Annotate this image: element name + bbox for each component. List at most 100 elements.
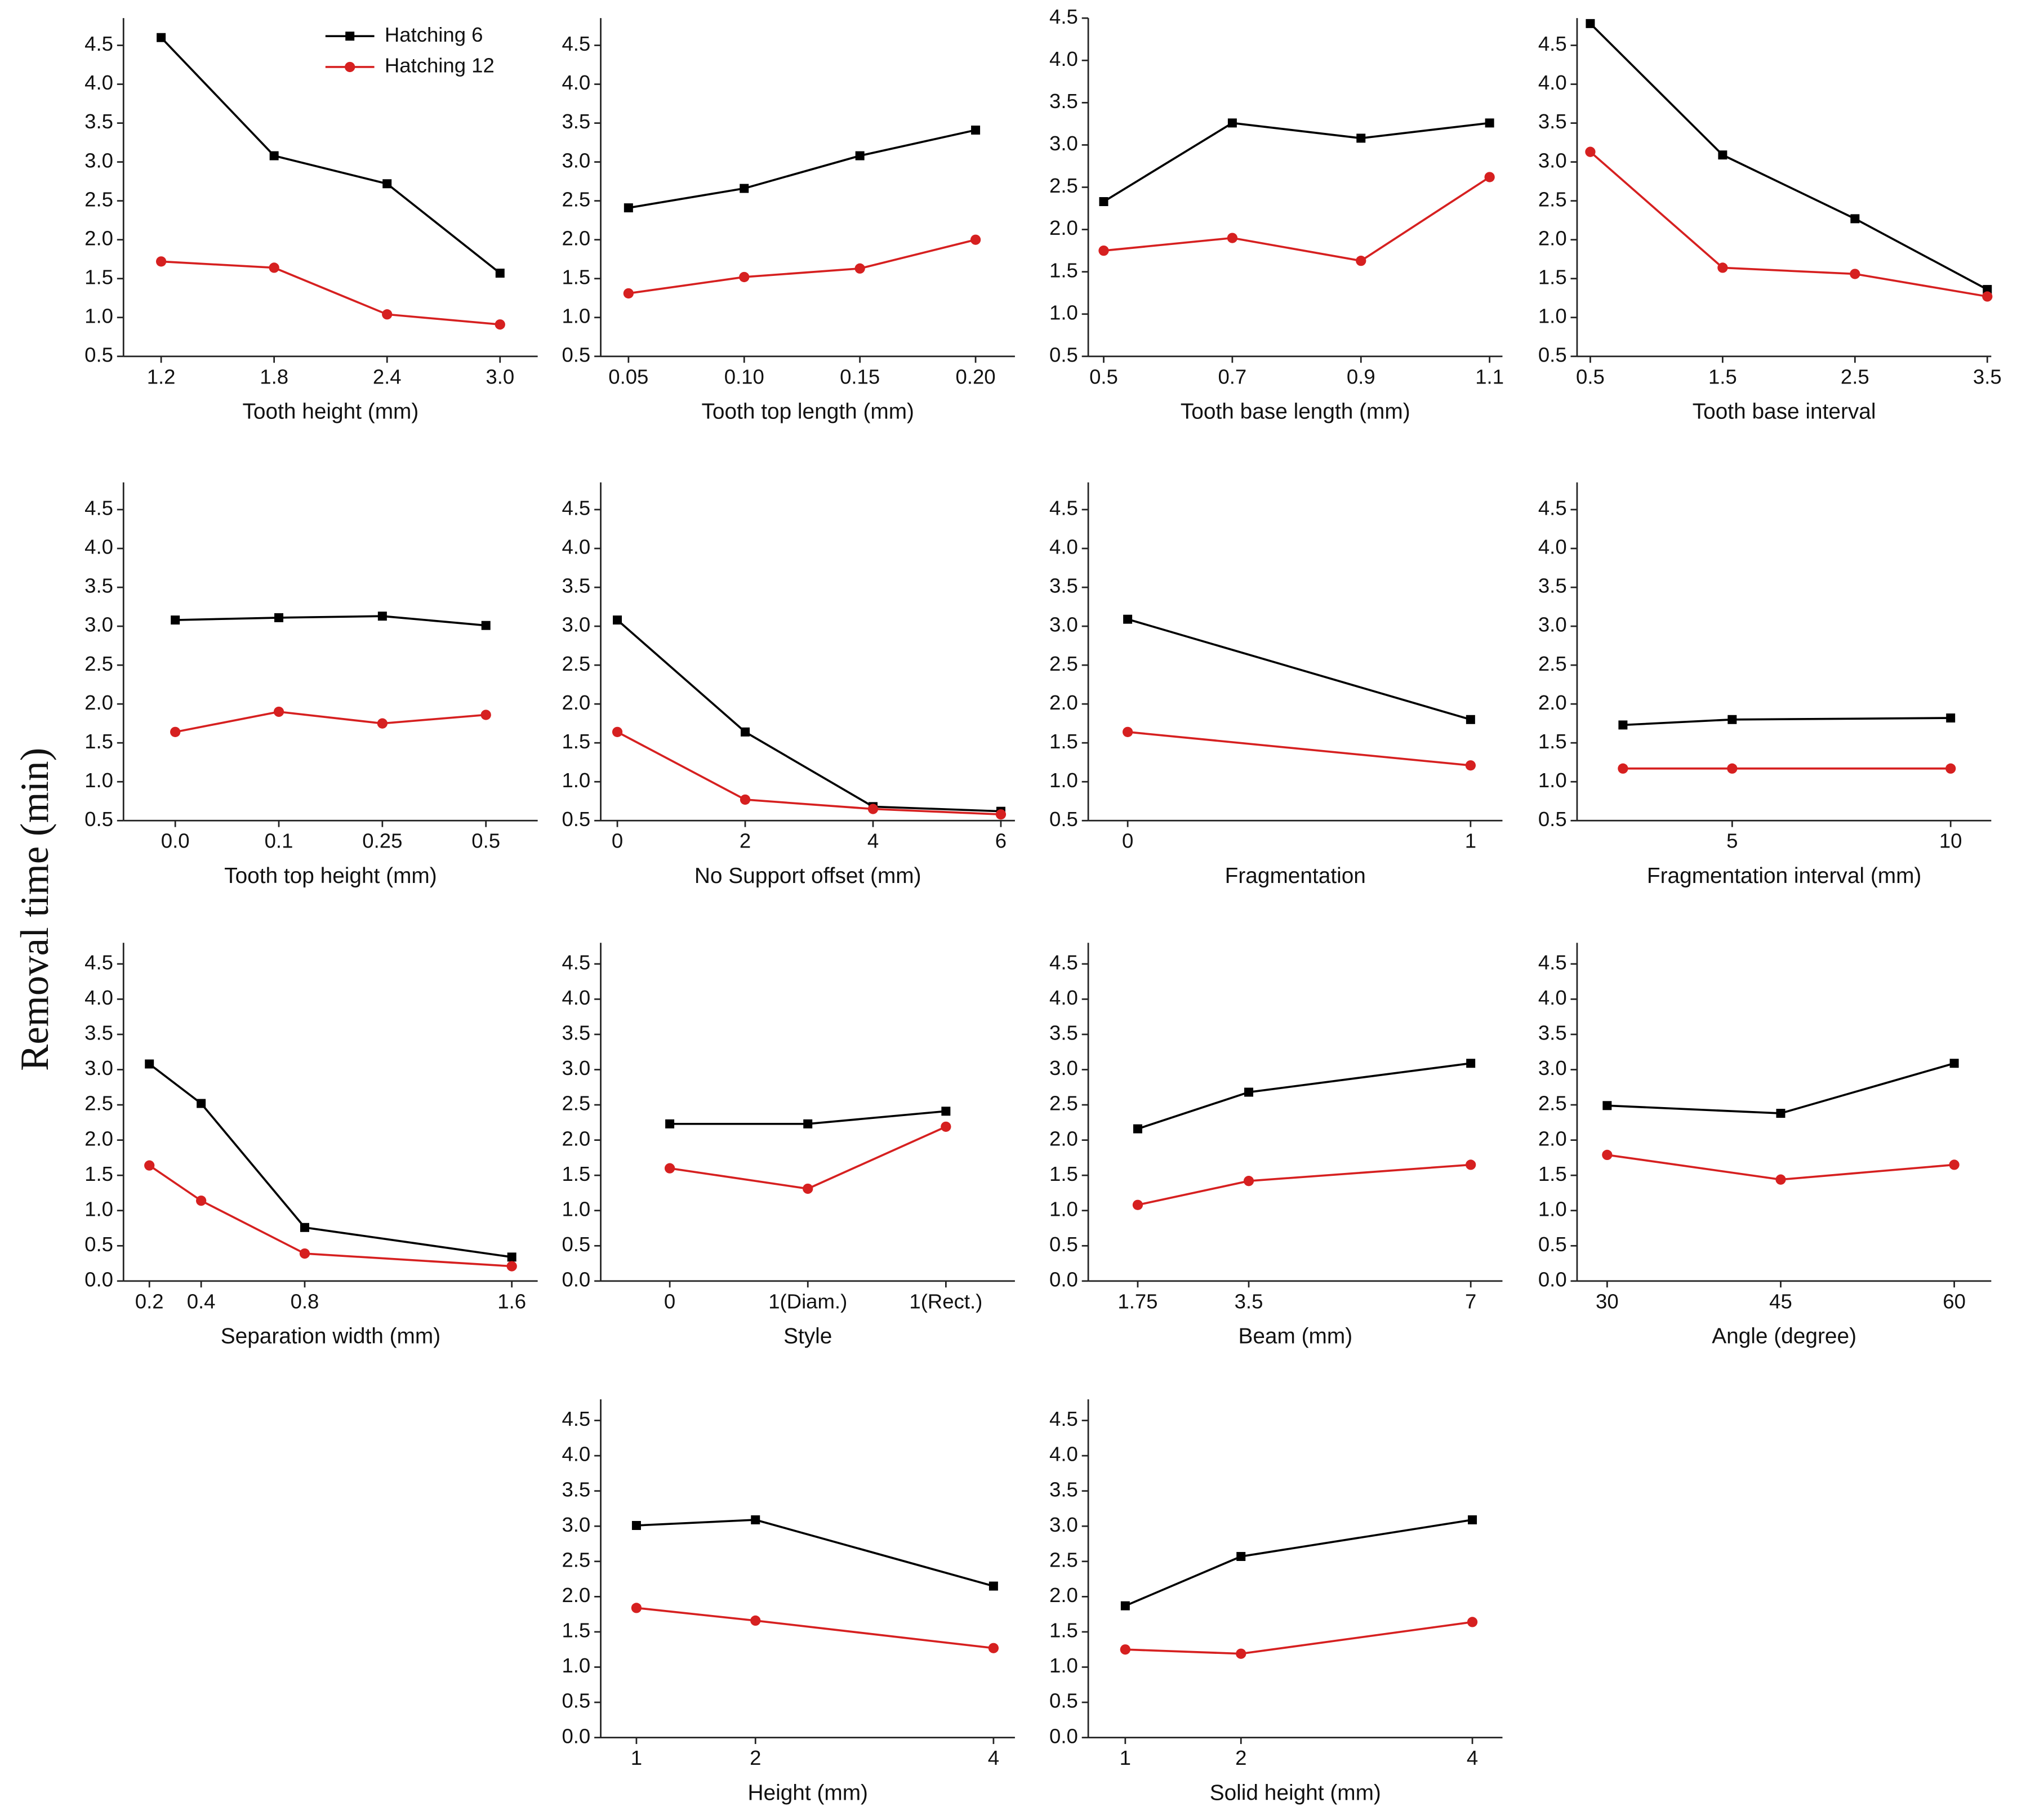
panel: 0.5 1.0 1.5 2.0 2.5 3.0 3.5 4.0 4.5 0 1 Fragmentati… xyxy=(1049,482,1503,888)
marker xyxy=(988,1643,999,1653)
series-line xyxy=(617,731,1001,816)
marker xyxy=(1982,291,1993,302)
series-line xyxy=(175,711,486,733)
y-tick-label: 0.5 xyxy=(1538,1233,1567,1256)
y-tick-label: 3.0 xyxy=(1538,149,1567,172)
y-tick-label: 1.0 xyxy=(562,1654,590,1677)
y-tick-label: 2.5 xyxy=(562,1548,590,1571)
series-line xyxy=(1125,1519,1473,1607)
marker xyxy=(1602,1101,1612,1110)
series-line xyxy=(1127,618,1471,721)
legend-label: Hatching 6 xyxy=(385,23,483,46)
marker xyxy=(144,1160,155,1171)
y-tick-label: 0.5 xyxy=(84,1233,113,1256)
y-tick-label: 1.0 xyxy=(1049,1654,1078,1677)
y-tick-label: 3.5 xyxy=(84,574,113,597)
marker xyxy=(506,1261,517,1272)
marker xyxy=(1122,726,1133,738)
y-tick-label: 1.0 xyxy=(562,1197,590,1220)
y-tick-label: 2.5 xyxy=(84,652,113,675)
series-line xyxy=(616,619,1001,813)
y-tick-label: 2.5 xyxy=(1049,1548,1078,1571)
marker xyxy=(971,126,981,135)
y-tick-label: 4.0 xyxy=(1049,986,1078,1009)
x-tick-label: 7 xyxy=(1465,1290,1476,1313)
y-tick-label: 4.5 xyxy=(84,951,113,974)
marker xyxy=(155,256,167,267)
y-tick-label: 1.5 xyxy=(84,1162,113,1185)
marker xyxy=(1466,1159,1476,1170)
y-tick-label: 0.5 xyxy=(562,343,590,366)
x-axis-label: Height (mm) xyxy=(747,1781,868,1805)
y-tick-label: 2.5 xyxy=(1538,188,1567,211)
y-tick-label: 3.0 xyxy=(84,149,113,172)
marker xyxy=(1356,133,1366,143)
marker xyxy=(612,726,623,738)
marker xyxy=(274,613,284,622)
series-line xyxy=(1127,731,1471,767)
marker xyxy=(1468,1515,1477,1524)
marker xyxy=(1098,245,1109,256)
marker xyxy=(664,1163,675,1174)
y-tick-label: 3.5 xyxy=(1049,1021,1078,1045)
y-tick-label: 4.5 xyxy=(1538,497,1567,520)
marker xyxy=(1356,256,1366,266)
marker xyxy=(1618,763,1628,774)
marker xyxy=(1717,262,1728,273)
y-tick-label: 4.5 xyxy=(562,32,590,55)
y-tick-label: 1.0 xyxy=(1049,301,1078,324)
y-tick-label: 3.5 xyxy=(562,110,590,133)
marker xyxy=(613,615,622,625)
y-tick-label: 1.5 xyxy=(84,265,113,288)
marker xyxy=(740,794,751,805)
y-tick-label: 2.5 xyxy=(1049,652,1078,675)
x-axis-label: Solid height (mm) xyxy=(1210,1781,1381,1805)
series-line xyxy=(161,260,500,326)
x-tick-label: 0.15 xyxy=(840,365,880,388)
y-axis-label: Removal time (min) xyxy=(13,748,57,1071)
x-tick-label: 3.0 xyxy=(486,365,514,388)
series-line xyxy=(1607,1062,1955,1114)
x-tick-label: 5 xyxy=(1726,829,1738,853)
x-tick-label: 2.5 xyxy=(1841,365,1869,388)
y-tick-label: 2.0 xyxy=(562,1127,590,1150)
marker xyxy=(1484,172,1495,182)
marker xyxy=(299,1248,310,1259)
y-tick-label: 3.0 xyxy=(1049,132,1078,155)
marker xyxy=(1132,1199,1143,1210)
x-tick-label: 0.20 xyxy=(956,365,996,388)
series-line xyxy=(1137,1062,1471,1130)
y-tick-label: 1.0 xyxy=(562,304,590,327)
y-tick-label: 3.5 xyxy=(1049,1478,1078,1501)
x-tick-label: 1.2 xyxy=(147,365,176,388)
marker xyxy=(1949,1059,1959,1068)
series-line xyxy=(160,37,501,274)
y-tick-label: 1.5 xyxy=(562,265,590,288)
marker xyxy=(1945,763,1956,774)
x-axis-label: Tooth base interval xyxy=(1693,400,1876,424)
marker xyxy=(300,1223,309,1232)
x-tick-label: 6 xyxy=(995,829,1007,853)
y-tick-label: 4.0 xyxy=(84,986,113,1009)
marker xyxy=(631,1603,642,1613)
marker xyxy=(1585,146,1596,157)
series-line xyxy=(636,1607,994,1649)
marker xyxy=(867,804,879,814)
y-tick-label: 3.0 xyxy=(1538,1056,1567,1079)
marker xyxy=(345,61,355,73)
y-tick-label: 1.5 xyxy=(562,1162,590,1185)
marker xyxy=(995,809,1007,820)
marker xyxy=(1133,1124,1142,1134)
y-tick-label: 3.0 xyxy=(562,1513,590,1536)
y-tick-label: 2.0 xyxy=(1538,691,1567,714)
x-tick-label: 4 xyxy=(988,1746,999,1769)
y-tick-label: 4.0 xyxy=(1538,986,1567,1009)
marker xyxy=(1120,1601,1130,1611)
marker xyxy=(495,269,505,278)
y-tick-label: 4.5 xyxy=(1049,951,1078,974)
y-tick-label: 0.5 xyxy=(562,808,590,831)
y-tick-label: 3.5 xyxy=(1049,90,1078,113)
panel: 0.0 0.5 1.0 1.5 2.0 2.5 3.0 3.5 4.0 4.5 1 2 4 Solid h… xyxy=(1049,1399,1503,1805)
x-tick-label: 1.8 xyxy=(260,365,288,388)
